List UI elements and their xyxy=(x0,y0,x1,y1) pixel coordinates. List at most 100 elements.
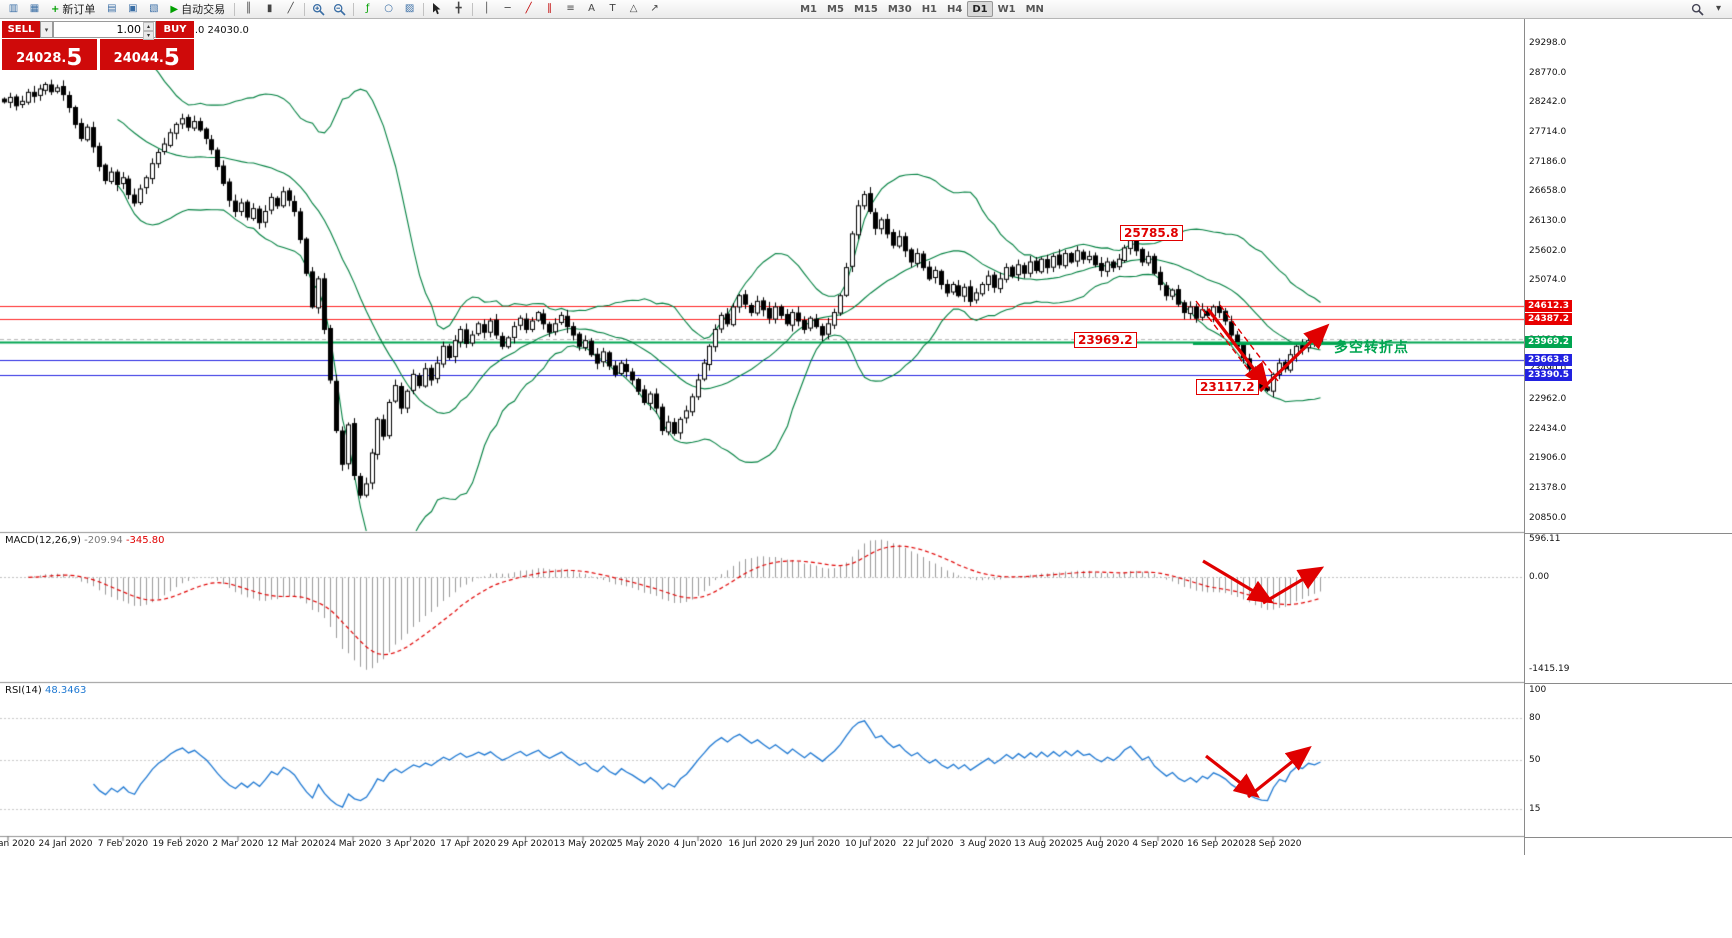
date-axis-label: 3 Apr 2020 xyxy=(385,839,436,849)
price-axis-label: 25602.0 xyxy=(1529,245,1567,256)
macd-axis-label: 0.00 xyxy=(1529,572,1550,583)
search-icon[interactable] xyxy=(1687,1,1708,18)
price-callout[interactable]: 25785.8 xyxy=(1120,225,1183,241)
timeframe-button-D1[interactable]: D1 xyxy=(967,1,993,17)
date-axis-label: 25 Aug 2020 xyxy=(1071,839,1130,849)
price-chart-canvas[interactable] xyxy=(0,19,1524,855)
rsi-axis-label: 50 xyxy=(1529,755,1541,766)
timeframe-button-H4[interactable]: H4 xyxy=(947,3,963,15)
buy-price-display[interactable]: 24044. 5 xyxy=(99,39,194,71)
new-chart-icon[interactable]: ▥ xyxy=(8,3,19,14)
timeframe-button-M30[interactable]: M30 xyxy=(887,3,912,15)
autotrading-button-label: 自动交易 xyxy=(181,3,226,16)
timeframe-button-W1[interactable]: W1 xyxy=(997,3,1016,15)
price-axis-label: 28770.0 xyxy=(1529,67,1567,78)
one-click-options-dropdown[interactable]: ▾ xyxy=(40,21,53,38)
toolbar-separator xyxy=(423,2,425,16)
price-axis-label: 28242.0 xyxy=(1529,97,1567,108)
date-axis-label: 22 Jul 2020 xyxy=(902,839,954,849)
sell-button[interactable]: SELL xyxy=(2,21,40,38)
buy-price-pip: 5 xyxy=(163,45,180,71)
axis-separator xyxy=(1525,682,1732,684)
price-axis-label: 27714.0 xyxy=(1529,127,1567,137)
price-callout[interactable]: 23969.2 xyxy=(1074,332,1137,348)
price-axis-label: 22962.0 xyxy=(1529,393,1567,404)
price-axis-label: 26130.0 xyxy=(1529,216,1567,226)
one-click-trading-panel: SELL ▾ ▴ ▾ BUY 24028.5 24044.5 xyxy=(2,21,194,70)
zoom-out-icon[interactable] xyxy=(329,1,350,18)
autotrading-button-glyph: ▶ xyxy=(170,3,179,15)
text-icon[interactable]: A xyxy=(588,3,596,14)
volume-decrease-button[interactable]: ▾ xyxy=(143,31,154,40)
period-icon[interactable]: ○ xyxy=(384,3,393,14)
price-callout[interactable]: 23117.2 xyxy=(1196,379,1259,395)
bar-chart-icon[interactable]: ║ xyxy=(245,3,252,14)
date-axis-label: 16 Jun 2020 xyxy=(728,839,783,849)
price-axis-label: 26658.0 xyxy=(1529,186,1567,197)
autotrading-button[interactable]: ▶ 自动交易 xyxy=(164,1,231,18)
price-axis-label: 29298.0 xyxy=(1529,38,1567,49)
timeframe-button-MN[interactable]: MN xyxy=(1025,3,1044,15)
fibonacci-icon[interactable]: ≡ xyxy=(566,3,575,14)
zoom-in-icon[interactable] xyxy=(308,1,329,18)
date-axis-label: 4 Jun 2020 xyxy=(673,839,723,849)
vertical-line-icon[interactable]: │ xyxy=(483,3,490,14)
price-level-tag: 23969.2 xyxy=(1525,336,1572,349)
date-axis-label: 24 Jan 2020 xyxy=(38,839,93,849)
axis-separator xyxy=(1525,532,1732,534)
toolbar-more-icon[interactable]: ▾ xyxy=(1715,3,1722,14)
new-order-button-label: 新订单 xyxy=(62,3,96,16)
date-axis-label: 12 Mar 2020 xyxy=(266,839,325,849)
timeframe-button-M1[interactable]: M1 xyxy=(800,3,818,15)
line-chart-icon[interactable]: ╱ xyxy=(287,3,294,14)
timeframe-button-H1[interactable]: H1 xyxy=(921,3,938,15)
price-level-tag: 24387.2 xyxy=(1525,312,1572,325)
price-axis-label: 27186.0 xyxy=(1529,156,1567,167)
shapes-icon[interactable]: △ xyxy=(629,3,638,14)
date-axis-label: 10 Jul 2020 xyxy=(845,839,896,849)
crosshair-icon[interactable]: ╋ xyxy=(455,3,462,14)
sell-price-display[interactable]: 24028. 5 xyxy=(2,39,97,70)
candlestick-chart-icon[interactable]: ▮ xyxy=(266,3,273,14)
date-axis-label: 29 Apr 2020 xyxy=(497,839,554,849)
templates-icon[interactable]: ▨ xyxy=(404,3,415,14)
data-window-icon[interactable]: ▣ xyxy=(128,3,138,14)
toolbar: ▥ ▦ + 新订单 ▤ ▣ ▧ ▶ 自动交易 ║ ▮ ╱ ƒ ○ ▨ ╋ │ ─ ╱ ∥ ≡ A T △ ↗ M1 M5 M15 M30… xyxy=(0,0,1732,19)
date-axis-label: 28 Sep 2020 xyxy=(1244,839,1302,849)
sell-price-main: 24028. xyxy=(16,51,67,66)
price-axis-label: 21906.0 xyxy=(1529,453,1567,464)
toolbar-separator xyxy=(234,2,236,16)
price-axis-label: 21378.0 xyxy=(1529,482,1567,493)
cursor-icon[interactable] xyxy=(427,1,448,18)
chart-profiles-icon[interactable]: ▦ xyxy=(29,3,40,14)
volume-increase-button[interactable]: ▴ xyxy=(143,22,154,31)
toolbar-separator xyxy=(304,2,306,16)
rsi-axis-label: 15 xyxy=(1529,804,1541,815)
timeframe-button-M5[interactable]: M5 xyxy=(827,3,844,15)
channel-icon[interactable]: ∥ xyxy=(547,3,553,14)
label-icon[interactable]: T xyxy=(609,3,616,14)
market-watch-icon[interactable]: ▤ xyxy=(107,3,117,14)
date-axis-label: 13 May 2020 xyxy=(553,839,613,849)
date-axis-label: 7 Feb 2020 xyxy=(97,839,149,849)
trendline-icon[interactable]: ╱ xyxy=(525,3,532,14)
navigator-icon[interactable]: ▧ xyxy=(149,3,159,14)
date-axis-label: 17 Apr 2020 xyxy=(440,839,496,849)
price-axis: 29298.0 28770.0 28242.0 27714.0 27186.0 26658… xyxy=(1524,19,1732,855)
new-order-button[interactable]: + 新订单 xyxy=(45,1,101,18)
horizontal-line-icon[interactable]: ─ xyxy=(504,3,511,14)
rsi-axis-label: 80 xyxy=(1529,713,1541,724)
volume-input[interactable] xyxy=(54,22,155,37)
price-axis-label: 25074.0 xyxy=(1529,275,1567,286)
timeframe-button-M15[interactable]: M15 xyxy=(853,3,878,15)
date-axis-label: 3 Aug 2020 xyxy=(959,839,1012,849)
rsi-axis-label: 100 xyxy=(1529,685,1547,696)
indicators-icon[interactable]: ƒ xyxy=(365,3,370,14)
arrows-icon[interactable]: ↗ xyxy=(650,3,659,14)
date-axis-label: 13 Jan 2020 xyxy=(0,839,35,849)
price-level-tag: 24612.3 xyxy=(1525,300,1572,313)
date-axis-label: 29 Jun 2020 xyxy=(785,839,841,849)
turning-point-note[interactable]: 多空转折点 xyxy=(1334,340,1409,356)
buy-button[interactable]: BUY xyxy=(156,21,194,38)
